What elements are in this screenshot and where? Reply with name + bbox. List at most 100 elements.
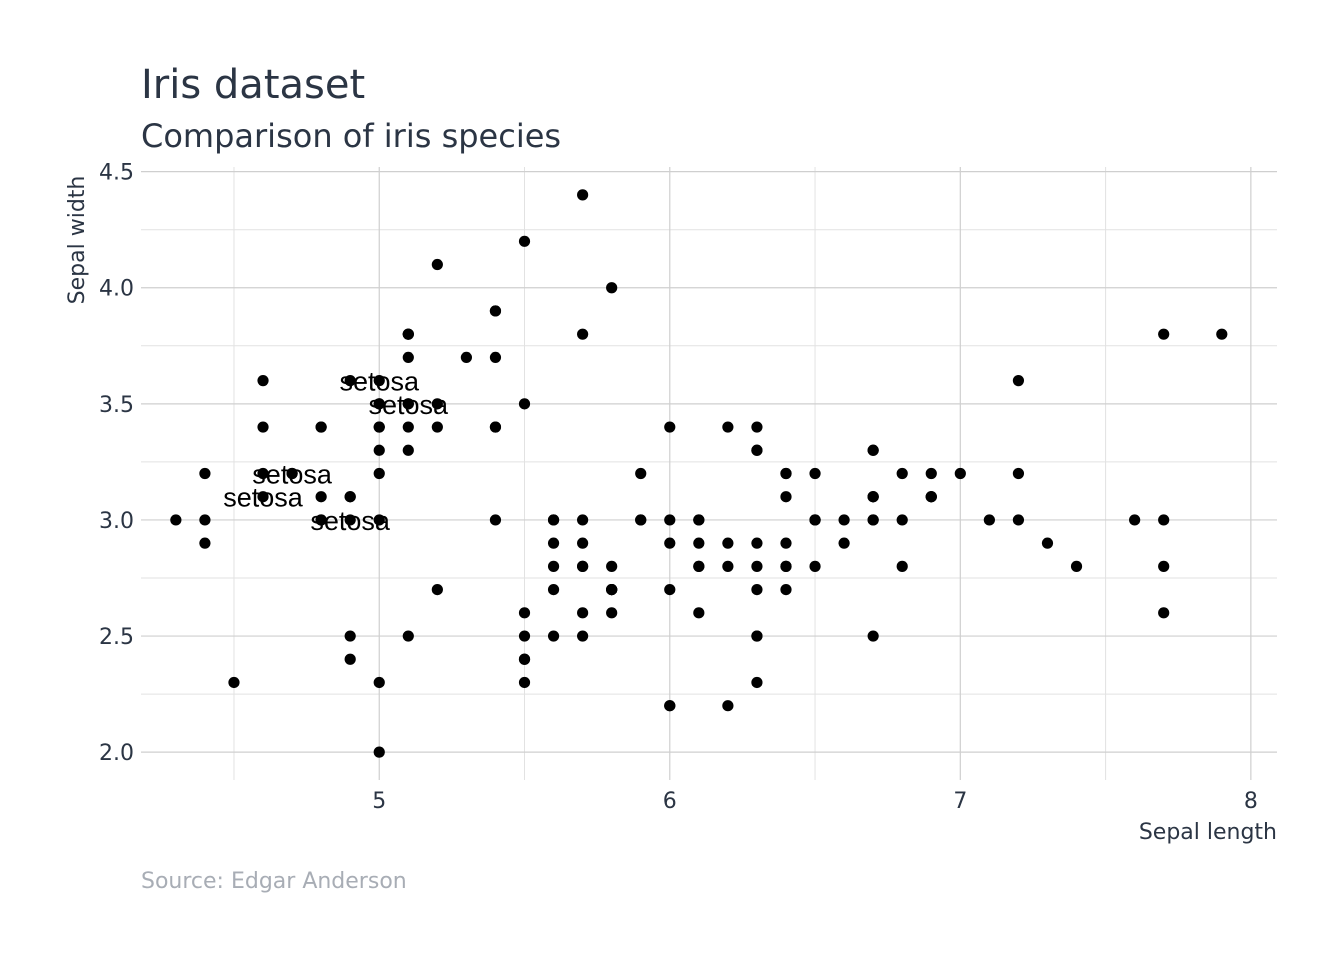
data-point [751, 444, 763, 456]
data-point [1158, 328, 1170, 340]
data-point [664, 583, 676, 596]
data-point [431, 258, 443, 271]
data-point [1129, 514, 1141, 526]
data-point [780, 491, 792, 503]
data-point [257, 467, 269, 480]
data-point [373, 398, 385, 410]
data-point [460, 351, 473, 364]
data-point [693, 607, 705, 619]
data-point [983, 514, 995, 526]
data-point [344, 630, 356, 642]
data-point [402, 398, 414, 410]
data-point [577, 607, 589, 619]
annotation-label: setosa [223, 483, 304, 513]
data-point [664, 421, 676, 433]
data-point [664, 537, 676, 549]
data-point [838, 537, 850, 549]
data-point [1158, 607, 1170, 619]
data-point [489, 305, 502, 317]
data-point [547, 583, 560, 596]
data-point [547, 560, 560, 572]
data-point [228, 676, 240, 689]
data-point [722, 421, 734, 433]
y-tick-label: 3.0 [99, 509, 134, 534]
data-point [809, 560, 821, 572]
data-point [315, 491, 327, 503]
data-point [257, 375, 269, 387]
data-point [751, 537, 763, 549]
data-point [315, 421, 327, 433]
data-point [344, 491, 356, 503]
y-tick-label: 2.5 [99, 625, 134, 650]
y-axis-label: Sepal width [65, 176, 90, 305]
data-point [373, 375, 385, 387]
data-point [722, 537, 734, 549]
data-point [402, 630, 414, 642]
data-point [518, 653, 531, 665]
data-point [373, 467, 385, 480]
data-point [257, 491, 269, 503]
data-point [373, 514, 385, 526]
grid [141, 167, 1277, 780]
data-point [751, 421, 763, 433]
data-point [925, 467, 937, 480]
data-point [518, 398, 531, 410]
data-point [693, 537, 705, 549]
y-tick-label: 3.5 [99, 393, 134, 418]
data-point [751, 583, 763, 596]
annotation-label: setosa [310, 506, 391, 536]
data-point [577, 560, 589, 572]
data-point [344, 653, 356, 665]
data-point [896, 467, 908, 480]
data-point [751, 676, 763, 689]
data-point [547, 514, 560, 526]
data-point [809, 514, 821, 526]
data-point [867, 444, 879, 456]
data-point [780, 560, 792, 572]
data-point [635, 467, 647, 480]
data-point [402, 328, 414, 340]
data-points [170, 189, 1228, 758]
data-point [402, 351, 414, 364]
data-point [431, 583, 443, 596]
tick-labels: 5 6 7 8 2.0 2.5 3.0 3.5 4.0 4.5 [99, 161, 1258, 814]
data-point [1041, 537, 1054, 549]
data-point [373, 746, 385, 758]
data-point [373, 421, 385, 433]
data-point [344, 375, 356, 387]
data-point [751, 630, 763, 642]
data-point [780, 467, 792, 480]
data-point [547, 630, 560, 642]
annotation-label: setosa [252, 460, 333, 490]
data-point [489, 351, 502, 364]
y-tick-label: 4.0 [99, 277, 134, 302]
data-point [838, 514, 850, 526]
data-point [954, 467, 966, 480]
data-point [780, 583, 792, 596]
data-point [606, 583, 618, 596]
x-tick-label: 5 [372, 789, 386, 814]
chart-title: Iris dataset [141, 62, 365, 108]
data-point [867, 630, 879, 642]
data-point [1158, 514, 1170, 526]
data-point [925, 491, 937, 503]
data-point [489, 514, 502, 526]
data-point [199, 537, 211, 549]
x-tick-label: 7 [953, 789, 967, 814]
data-point [489, 421, 502, 433]
data-point [809, 467, 821, 480]
data-point [896, 514, 908, 526]
y-tick-label: 4.5 [99, 161, 134, 186]
data-point [518, 607, 531, 619]
x-axis-label: Sepal length [1139, 820, 1277, 845]
annotation-label: setosa [369, 390, 450, 420]
data-point [867, 514, 879, 526]
data-point [577, 328, 589, 340]
data-point [606, 607, 618, 619]
data-point [780, 537, 792, 549]
data-point [373, 676, 385, 689]
data-point [867, 491, 879, 503]
data-point [286, 467, 298, 480]
data-point [373, 444, 385, 456]
